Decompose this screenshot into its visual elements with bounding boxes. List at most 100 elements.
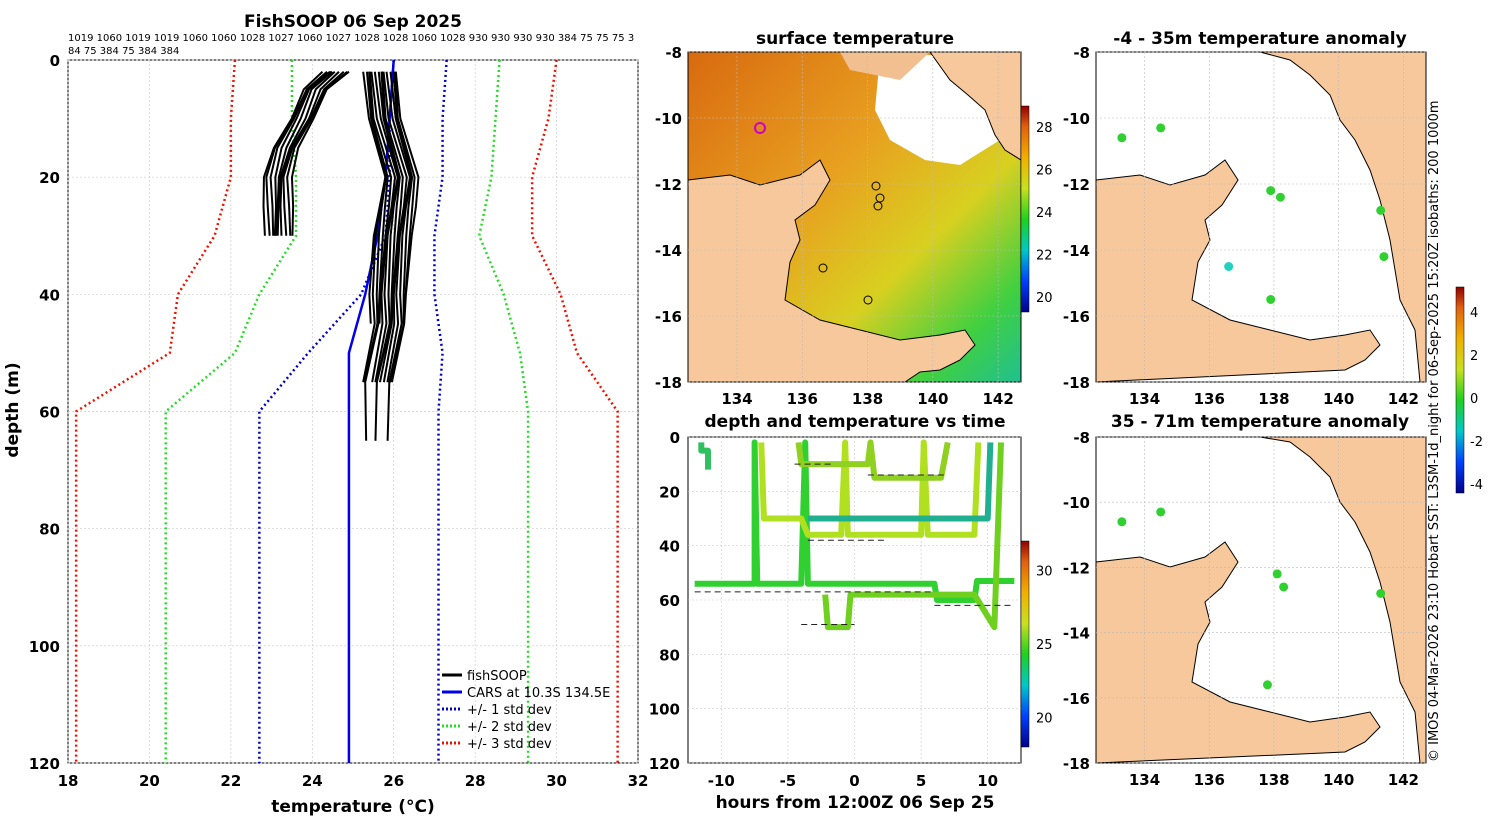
sst-colorbar <box>1020 105 1030 313</box>
y-tick-label: 80 <box>39 521 60 539</box>
colorbar-tick: 2 <box>1470 349 1478 364</box>
series--2-std-dev <box>164 60 298 763</box>
x-tick-label: 30 <box>546 772 567 790</box>
x-tick-label: 138 <box>1258 771 1289 789</box>
y-tick-label: -14 <box>1063 242 1090 260</box>
timeplot-colorbar-ticks: 20 25 30 <box>1036 564 1053 726</box>
legend-item-std3: +/- 3 std dev <box>467 737 552 752</box>
profile-top-labels-1: 1019 1060 1019 1019 1060 1060 1028 1027 … <box>68 33 634 44</box>
legend-item-std2: +/- 2 std dev <box>467 720 552 735</box>
timeplot-x-ticks: -10 -5 0 5 10 <box>708 772 998 790</box>
x-tick-label: 26 <box>383 772 404 790</box>
timeplot-panel: depth and temperature vs time -10 -5 0 5 10 … <box>649 412 1053 813</box>
depth-trace <box>694 439 1015 603</box>
colorbar-tick: 20 <box>1036 712 1053 727</box>
sst-station-marker <box>754 122 766 134</box>
y-tick-label: -16 <box>1063 308 1090 326</box>
x-tick-label: 136 <box>1194 390 1225 408</box>
anomaly-map-1-title: -4 - 35m temperature anomaly <box>1113 29 1406 49</box>
sst-station-marker <box>873 201 883 211</box>
sst-station-marker <box>818 263 828 273</box>
y-tick-label: 60 <box>659 592 680 610</box>
x-tick-label: 32 <box>628 772 649 790</box>
sst-map-grid <box>688 51 1021 383</box>
colorbar-tick: 25 <box>1036 638 1053 653</box>
y-tick-label: -16 <box>1063 690 1090 708</box>
depth-trace <box>822 442 1005 631</box>
y-tick-label: -14 <box>655 242 682 260</box>
profile-panel: 18 20 22 24 26 28 30 32 0 20 40 60 80 100 120 FishSOO… <box>3 12 648 817</box>
colorbar-tick: 28 <box>1036 121 1053 136</box>
anomaly-point <box>1379 252 1389 262</box>
x-tick-label: 134 <box>1129 771 1160 789</box>
depth-trace <box>698 442 711 470</box>
fishsoop-profile-line <box>386 71 413 383</box>
y-tick-label: 40 <box>659 538 680 556</box>
colorbar-tick: 24 <box>1036 206 1053 221</box>
x-tick-label: 10 <box>977 772 998 790</box>
x-tick-label: 20 <box>139 772 160 790</box>
anomaly-point <box>1156 507 1166 517</box>
copyright-side-note: © IMOS 04-Mar-2026 23:10 Hobart SST: L3S… <box>1427 100 1442 762</box>
anomaly-point <box>1224 262 1234 271</box>
anomaly-colorbar <box>1455 286 1465 494</box>
profile-y-ticks: 0 20 40 60 80 100 120 <box>29 52 60 773</box>
x-tick-label: 0 <box>849 772 859 790</box>
x-tick-label: -5 <box>780 772 797 790</box>
anom2-points <box>1117 507 1386 690</box>
fishsoop-profile-line <box>276 70 336 236</box>
x-tick-label: 5 <box>916 772 926 790</box>
legend-item-std1: +/- 1 std dev <box>467 703 552 718</box>
y-tick-label: 60 <box>39 404 60 422</box>
anomaly-point <box>1266 295 1276 304</box>
timeplot-x-label: hours from 12:00Z 06 Sep 25 <box>716 793 995 813</box>
fishsoop-profile-line <box>290 70 350 236</box>
y-tick-label: -10 <box>655 110 682 128</box>
x-tick-label: 136 <box>787 390 818 408</box>
x-tick-label: 140 <box>1323 771 1354 789</box>
anom1-land-arnhem <box>1095 159 1381 383</box>
y-tick-label: -14 <box>1063 625 1090 643</box>
sst-map-x-ticks: 134 136 138 140 142 <box>721 390 1013 408</box>
colorbar-tick: 30 <box>1036 564 1053 579</box>
anom2-grid <box>1096 436 1426 764</box>
anomaly-point <box>1266 186 1276 196</box>
sst-station-marker <box>863 295 873 305</box>
colorbar-tick: 0 <box>1470 392 1478 407</box>
y-tick-label: -18 <box>1063 755 1090 773</box>
y-tick-label: 0 <box>670 429 680 447</box>
depth-trace <box>807 442 994 522</box>
depth-trace <box>758 439 982 538</box>
fishsoop-profile-line <box>390 71 420 383</box>
y-tick-label: 20 <box>659 483 680 501</box>
x-tick-label: 140 <box>1323 390 1354 408</box>
anomaly-point <box>1262 680 1272 690</box>
x-tick-label: 18 <box>58 772 79 790</box>
timeplot-colorbar <box>1020 540 1030 748</box>
x-tick-label: 140 <box>917 390 948 408</box>
anomaly-point <box>1376 588 1386 598</box>
y-tick-label: -8 <box>1073 44 1090 62</box>
y-tick-label: -12 <box>655 176 682 194</box>
series--3-std-dev <box>530 59 619 763</box>
colorbar-tick: 20 <box>1036 291 1053 306</box>
profile-grid <box>67 59 639 764</box>
x-tick-label: 138 <box>852 390 883 408</box>
sst-land-north <box>840 52 930 80</box>
x-tick-label: 134 <box>721 390 752 408</box>
profile-x-ticks: 18 20 22 24 26 28 30 32 <box>58 772 649 790</box>
x-tick-label: 22 <box>220 772 241 790</box>
depth-trace <box>795 439 951 481</box>
legend-item-cars: CARS at 10.3S 134.5E <box>467 686 610 701</box>
y-tick-label: 100 <box>649 701 680 719</box>
x-tick-label: -10 <box>708 772 735 790</box>
legend-item-fish: fishSOOP <box>467 669 527 684</box>
sst-map-y-ticks: -8 -10 -12 -14 -16 -18 <box>655 44 682 392</box>
profile-y-label: depth (m) <box>3 362 23 457</box>
y-tick-label: 20 <box>39 169 60 187</box>
colorbar-tick: 26 <box>1036 164 1053 179</box>
y-tick-label: -18 <box>1063 374 1090 392</box>
anom2-x-ticks: 134 136 138 140 142 <box>1129 771 1419 789</box>
anom1-points <box>1117 123 1389 304</box>
